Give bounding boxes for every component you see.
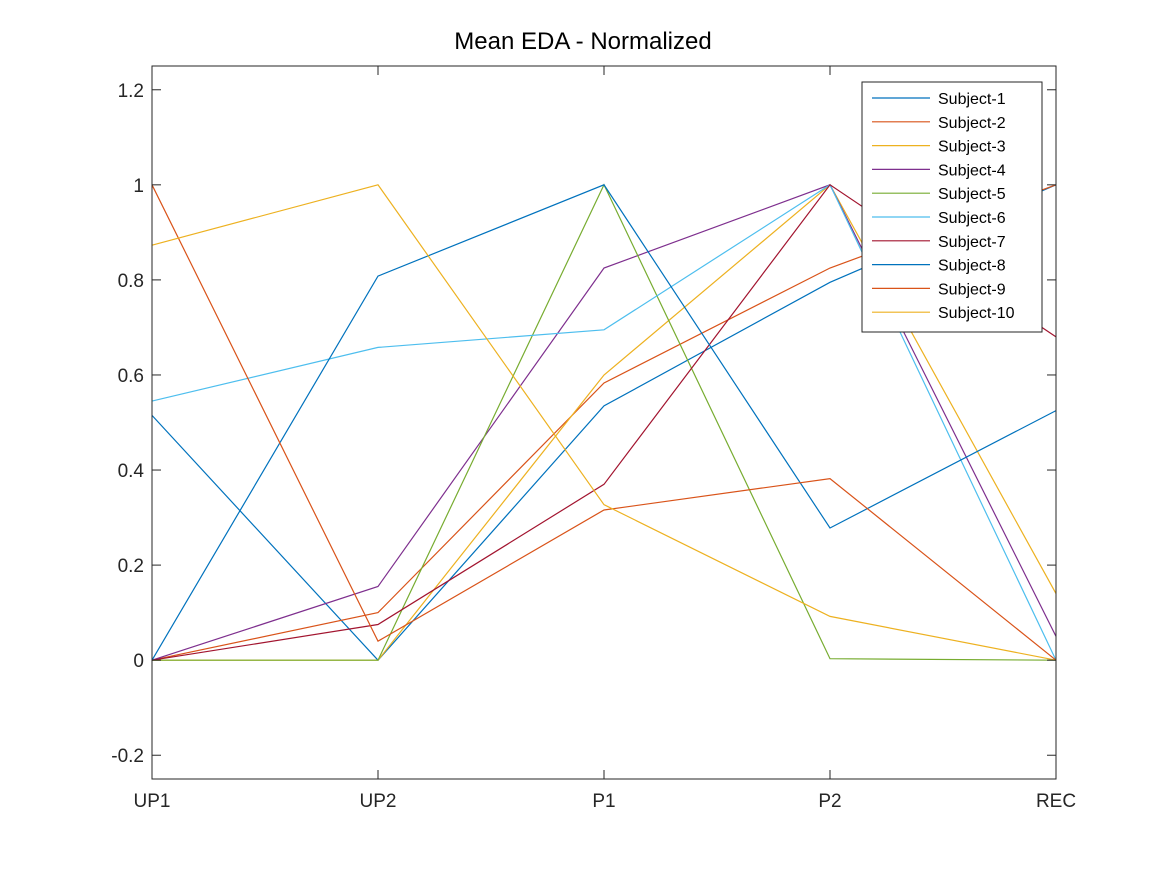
legend-label-subject-5: Subject-5 [938, 186, 1006, 203]
y-tick-label: 0.4 [118, 461, 145, 482]
y-tick-label: 0.2 [118, 556, 144, 577]
x-tick-label: P2 [818, 791, 841, 812]
y-tick-label: 0 [133, 651, 144, 672]
series-line-subject-9 [151, 184, 1057, 661]
y-tick-label: 0.6 [118, 366, 144, 387]
y-tick-label: -0.2 [111, 746, 144, 767]
legend-label-subject-7: Subject-7 [938, 234, 1006, 251]
legend-label-subject-1: Subject-1 [938, 91, 1006, 108]
legend-label-subject-3: Subject-3 [938, 139, 1006, 156]
series-line-subject-4 [151, 184, 1057, 661]
legend-label-subject-9: Subject-9 [938, 281, 1006, 298]
x-tick-label: UP2 [360, 791, 397, 812]
y-tick-label: 1.2 [118, 81, 144, 102]
legend: Subject-1 Subject-2 Subject-3 Subject-4 Subj… [861, 81, 1043, 333]
legend-label-subject-2: Subject-2 [938, 115, 1006, 132]
x-tick-label: P1 [592, 791, 615, 812]
series-line-subject-8 [151, 184, 1057, 661]
x-tick-label: REC [1036, 791, 1076, 812]
series-line-subject-10 [151, 184, 1057, 661]
legend-label-subject-8: Subject-8 [938, 258, 1006, 275]
legend-label-subject-6: Subject-6 [938, 210, 1006, 227]
y-tick-label: 1 [133, 176, 144, 197]
legend-label-subject-4: Subject-4 [938, 162, 1006, 179]
x-tick-label: UP1 [134, 791, 171, 812]
y-tick-label: 0.8 [118, 271, 144, 292]
legend-label-subject-10: Subject-10 [938, 305, 1015, 322]
chart-title: Mean EDA - Normalized [454, 28, 711, 55]
series-line-subject-6 [151, 183, 1057, 661]
legend-box [861, 81, 1043, 333]
axes: -0.2 0 0.2 0.4 0.6 0.8 1 1.2 UP1 UP2 P1 P2 REC [111, 65, 1076, 812]
